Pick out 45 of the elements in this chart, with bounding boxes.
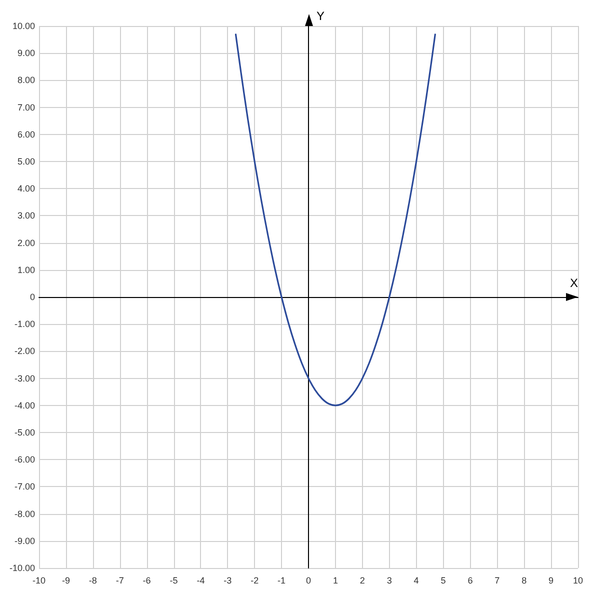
y-tick-label: 10.00	[12, 21, 35, 31]
x-tick-label: 7	[494, 576, 500, 586]
x-tick-label: 5	[440, 576, 446, 586]
y-tick-label: 5.00	[17, 156, 35, 166]
y-tick-label: 0	[30, 292, 35, 302]
x-tick-label: -5	[170, 576, 178, 586]
x-tick-label: 8	[522, 576, 527, 586]
y-tick-label: -1.00	[14, 319, 35, 330]
y-tick-label: 1.00	[17, 264, 35, 275]
x-tick-label: -3	[224, 576, 232, 586]
x-tick-label: 0	[306, 576, 312, 586]
y-axis-title: Y	[316, 9, 325, 23]
x-tick-label: -8	[88, 576, 97, 586]
y-tick-label: -4.00	[14, 400, 35, 410]
y-tick-label: -7.00	[14, 482, 35, 492]
y-tick-label: 3.00	[17, 210, 35, 221]
x-tick-label: 3	[386, 576, 392, 586]
x-tick-label: -1	[278, 576, 286, 586]
x-tick-label: -7	[116, 576, 124, 586]
line-series	[234, 34, 436, 406]
y-tick-label: -5.00	[14, 428, 35, 438]
x-tick-label: 9	[548, 576, 554, 586]
y-tick-label: -6.00	[14, 454, 35, 465]
x-axis-title: X	[570, 276, 578, 290]
x-tick-label: -10	[32, 576, 46, 586]
y-tick-label: 9.00	[17, 48, 35, 58]
y-tick-label: 4.00	[17, 184, 35, 194]
x-tick-label: -6	[142, 576, 151, 586]
y-tick-label: -3.00	[14, 373, 35, 384]
x-tick-label: 4	[414, 576, 419, 586]
x-tick-label: 10	[572, 576, 584, 586]
y-tick-label: 2.00	[17, 238, 35, 248]
y-tick-label: -8.00	[14, 508, 35, 519]
y-tick-label: -2.00	[14, 346, 35, 356]
x-tick-label: -2	[250, 576, 259, 586]
x-tick-label: 2	[360, 576, 365, 586]
y-tick-label: -9.00	[14, 536, 35, 546]
x-tick-label: -9	[62, 576, 70, 586]
y-tick-label: -10.00	[9, 563, 35, 573]
y-tick-label: 7.00	[17, 102, 35, 112]
x-tick-label: 1	[332, 576, 338, 586]
y-tick-label: 8.00	[17, 75, 35, 86]
x-tick-label: 6	[468, 576, 473, 586]
x-tick-label: -4	[196, 576, 205, 586]
y-tick-label: 6.00	[17, 129, 35, 140]
